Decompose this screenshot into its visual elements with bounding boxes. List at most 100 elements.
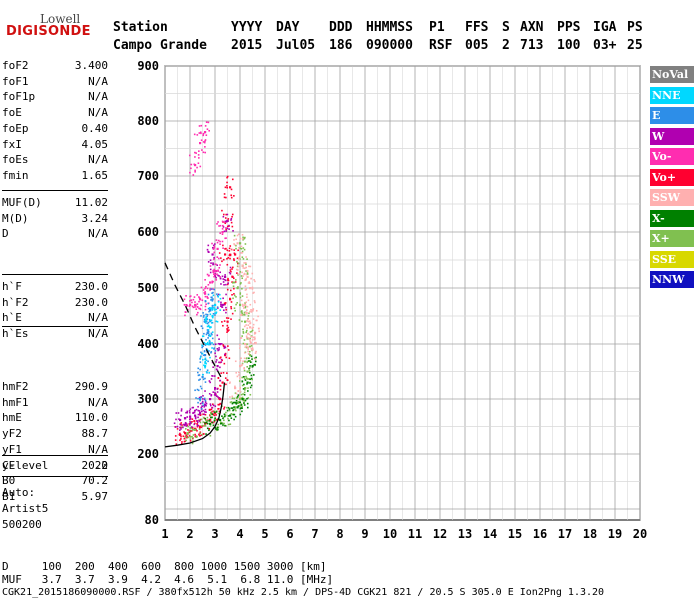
echo-point — [236, 234, 239, 237]
echo-point — [211, 347, 213, 349]
param-name: yF2 — [2, 427, 22, 441]
echo-point — [228, 382, 231, 384]
echo-point — [206, 416, 209, 419]
y-tick-label: 700 — [137, 169, 159, 183]
echo-point — [204, 357, 207, 360]
echo-point — [224, 253, 227, 256]
param-name: B0 — [2, 474, 16, 488]
echo-point — [242, 258, 245, 260]
echo-point — [230, 219, 232, 221]
echo-point — [249, 365, 251, 367]
echo-point — [248, 350, 251, 353]
echo-point — [210, 351, 212, 354]
x-tick-label: 18 — [583, 527, 597, 541]
echo-point — [210, 288, 213, 290]
echo-point — [236, 268, 238, 271]
echo-point — [207, 121, 210, 124]
echo-point — [242, 307, 245, 309]
echo-point — [249, 303, 252, 306]
echo-point — [204, 319, 207, 322]
echo-point — [243, 262, 245, 264]
echo-point — [231, 215, 233, 218]
echo-point — [218, 361, 220, 364]
echo-point — [207, 332, 210, 335]
echo-point — [239, 387, 241, 389]
echo-point — [202, 151, 205, 154]
echo-point — [217, 293, 220, 296]
echo-point — [247, 282, 250, 284]
header-cell: DAY — [276, 20, 300, 35]
echo-point — [191, 418, 194, 420]
echo-point — [254, 280, 256, 283]
echo-point — [219, 418, 222, 422]
echo-point — [228, 253, 231, 256]
echo-point — [239, 283, 242, 285]
echo-point — [219, 343, 222, 346]
echo-point — [248, 357, 250, 360]
echo-point — [216, 369, 219, 372]
echo-point — [237, 269, 239, 271]
echo-point — [204, 140, 206, 142]
param-value: 22 — [94, 459, 108, 472]
echo-point — [232, 285, 235, 288]
param-row: MUF(D) 11.02 — [2, 195, 108, 211]
echo-point — [201, 400, 204, 403]
echo-point — [241, 251, 244, 254]
param-name: MUF(D) — [2, 196, 42, 209]
echo-point — [188, 423, 191, 425]
echo-point — [257, 315, 259, 318]
echo-point — [233, 252, 236, 255]
echo-point — [208, 408, 211, 411]
echo-point — [192, 298, 195, 301]
echo-point — [210, 411, 213, 413]
echo-point — [189, 300, 191, 302]
echo-point — [206, 287, 209, 290]
echo-point — [205, 318, 208, 320]
echo-point — [207, 325, 210, 328]
echo-point — [204, 404, 206, 407]
echo-point — [224, 222, 227, 225]
echo-point — [231, 395, 234, 398]
echo-point — [207, 321, 210, 324]
echo-point — [210, 326, 212, 328]
y-tick-label: 900 — [137, 59, 159, 73]
echo-point — [236, 265, 239, 268]
footer-muf-row: MUF 3.7 3.7 3.9 4.2 4.6 5.1 6.8 11.0 [MH… — [2, 573, 334, 586]
echo-point — [230, 221, 233, 224]
echo-point — [213, 256, 215, 259]
echo-point — [199, 385, 202, 388]
echo-point — [226, 186, 229, 189]
echo-point — [219, 309, 222, 311]
echo-point — [220, 301, 222, 304]
echo-point — [226, 219, 228, 222]
header-cell: RSF — [429, 38, 453, 53]
echo-point — [201, 424, 203, 427]
echo-point — [222, 215, 225, 218]
echo-point — [240, 252, 243, 254]
echo-point — [175, 412, 178, 414]
param-name: h`F — [2, 280, 22, 293]
echo-point — [220, 422, 223, 425]
echo-point — [245, 263, 247, 266]
echo-point — [206, 329, 209, 331]
echo-point — [226, 372, 228, 374]
echo-point — [192, 437, 194, 439]
echo-point — [221, 233, 224, 235]
echo-point — [251, 272, 254, 275]
echo-point — [241, 312, 243, 314]
echo-point — [209, 341, 211, 344]
echo-point — [203, 320, 206, 323]
echo-point — [249, 331, 252, 333]
echo-point — [233, 249, 235, 251]
echo-point — [226, 249, 229, 252]
echo-point — [206, 315, 208, 318]
echo-point — [216, 429, 218, 432]
echo-point — [194, 409, 196, 412]
echo-point — [246, 313, 248, 315]
echo-point — [185, 423, 188, 425]
echo-point — [195, 397, 197, 399]
echo-point — [239, 343, 241, 346]
echo-point — [252, 374, 255, 376]
echo-point — [195, 308, 198, 310]
echo-point — [191, 442, 194, 445]
